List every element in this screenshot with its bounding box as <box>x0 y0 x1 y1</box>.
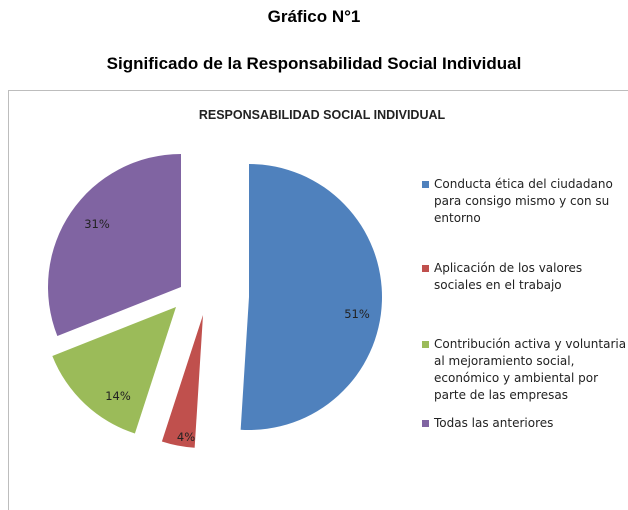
legend-label: Contribución activa y voluntaria al mejo… <box>434 337 627 402</box>
legend-label: Aplicación de los valores sociales en el… <box>434 261 583 292</box>
pie-slice <box>161 315 203 448</box>
pie-data-label: 51% <box>344 307 370 321</box>
pie-data-label: 31% <box>84 217 110 231</box>
pie-data-label: 14% <box>105 389 131 403</box>
pie-slice <box>52 307 177 434</box>
pie-data-labels: 51% 4% 14% 31% <box>84 217 370 444</box>
legend-swatch <box>422 341 429 348</box>
legend-swatch <box>422 181 429 188</box>
document-subtitle: Significado de la Responsabilidad Social… <box>106 54 522 73</box>
legend-label: Todas las anteriores <box>434 416 554 430</box>
legend-swatch <box>422 265 429 272</box>
legend-label: Conducta ética del ciudadano para consig… <box>434 177 613 225</box>
pie-slice <box>240 164 383 430</box>
pie-slice <box>47 154 182 336</box>
chart-frame <box>8 90 628 510</box>
pie-data-label: 4% <box>177 430 195 444</box>
document-title: Gráfico N°1 <box>267 7 361 26</box>
legend-swatch <box>422 420 429 427</box>
pie-slices <box>47 154 383 448</box>
chart-title: RESPONSABILIDAD SOCIAL INDIVIDUAL <box>199 108 446 122</box>
